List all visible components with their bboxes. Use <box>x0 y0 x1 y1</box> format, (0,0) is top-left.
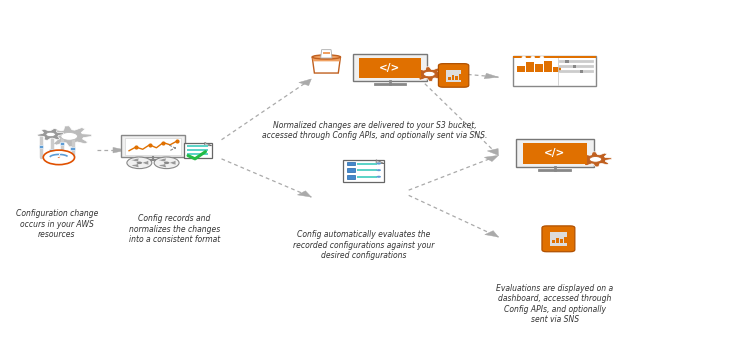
Polygon shape <box>298 79 311 86</box>
FancyBboxPatch shape <box>184 143 211 158</box>
Polygon shape <box>376 160 384 164</box>
Text: Evaluations are displayed on a
dashboard, accessed through
Config APIs, and opti: Evaluations are displayed on a dashboard… <box>496 284 614 324</box>
Bar <box>359 58 421 78</box>
Bar <box>566 60 568 63</box>
Polygon shape <box>484 155 499 162</box>
Polygon shape <box>312 57 340 61</box>
Circle shape <box>376 163 381 165</box>
Polygon shape <box>579 152 612 167</box>
Polygon shape <box>488 149 499 155</box>
Polygon shape <box>169 161 176 165</box>
Polygon shape <box>38 128 64 140</box>
Bar <box>347 162 355 165</box>
Bar <box>459 74 461 80</box>
Circle shape <box>46 132 56 137</box>
Bar <box>187 153 209 155</box>
FancyBboxPatch shape <box>121 135 185 157</box>
Bar <box>580 70 584 73</box>
Polygon shape <box>158 158 166 162</box>
Polygon shape <box>46 126 92 147</box>
Circle shape <box>376 169 381 171</box>
Text: </>: </> <box>380 63 400 73</box>
Bar <box>187 149 209 151</box>
Bar <box>358 163 377 165</box>
Bar <box>514 56 596 58</box>
Circle shape <box>376 176 381 178</box>
Circle shape <box>127 157 152 169</box>
Polygon shape <box>158 164 166 168</box>
FancyBboxPatch shape <box>516 139 593 166</box>
Bar <box>347 168 355 172</box>
Polygon shape <box>142 161 148 165</box>
Text: Config automatically evaluates the
recorded configurations against your
desired : Config automatically evaluates the recor… <box>293 230 434 260</box>
Polygon shape <box>484 73 499 79</box>
Bar <box>544 61 552 72</box>
Bar <box>187 146 209 147</box>
Bar <box>358 169 377 171</box>
Bar <box>452 75 454 80</box>
Bar <box>39 144 44 148</box>
Circle shape <box>521 56 526 58</box>
Text: Normalized changes are delivered to your S3 bucket,
accessed through Config APIs: Normalized changes are delivered to your… <box>262 121 488 140</box>
Bar <box>448 77 451 80</box>
Bar <box>573 65 576 68</box>
Circle shape <box>590 157 602 162</box>
Bar <box>550 232 567 246</box>
Bar <box>560 239 563 244</box>
Polygon shape <box>484 231 499 237</box>
Bar <box>124 139 181 156</box>
Bar <box>347 175 355 179</box>
Bar <box>552 240 555 244</box>
Circle shape <box>44 150 74 165</box>
Polygon shape <box>321 50 332 58</box>
Bar <box>455 76 458 80</box>
Polygon shape <box>413 67 445 81</box>
Polygon shape <box>58 153 60 162</box>
Polygon shape <box>130 158 139 162</box>
Bar <box>70 147 75 150</box>
Circle shape <box>164 162 170 164</box>
Circle shape <box>540 56 544 58</box>
Text: Configuration change
occurs in your AWS
resources: Configuration change occurs in your AWS … <box>16 209 98 239</box>
Polygon shape <box>298 191 311 197</box>
Circle shape <box>61 133 77 140</box>
Text: Config records and
normalizes the changes
into a consistent format: Config records and normalizes the change… <box>129 215 220 244</box>
Polygon shape <box>130 164 139 168</box>
Bar <box>446 69 461 82</box>
Bar <box>322 52 330 54</box>
Circle shape <box>136 162 142 164</box>
Bar <box>526 62 534 72</box>
Bar <box>553 67 561 72</box>
Text: </>: </> <box>544 148 566 158</box>
Circle shape <box>530 56 535 58</box>
Polygon shape <box>113 147 127 153</box>
FancyBboxPatch shape <box>344 160 384 182</box>
Bar <box>358 176 377 178</box>
Polygon shape <box>205 142 212 146</box>
Bar <box>564 237 567 244</box>
FancyBboxPatch shape <box>542 226 574 252</box>
Circle shape <box>424 71 435 77</box>
Circle shape <box>154 157 179 169</box>
FancyBboxPatch shape <box>514 56 596 86</box>
Bar <box>517 66 524 72</box>
Bar <box>523 143 586 164</box>
Bar <box>60 142 64 145</box>
Bar <box>535 64 543 72</box>
FancyBboxPatch shape <box>352 54 428 81</box>
Ellipse shape <box>312 55 340 59</box>
Bar <box>556 238 559 244</box>
Polygon shape <box>312 57 340 73</box>
FancyBboxPatch shape <box>439 64 469 87</box>
Bar <box>50 149 54 153</box>
